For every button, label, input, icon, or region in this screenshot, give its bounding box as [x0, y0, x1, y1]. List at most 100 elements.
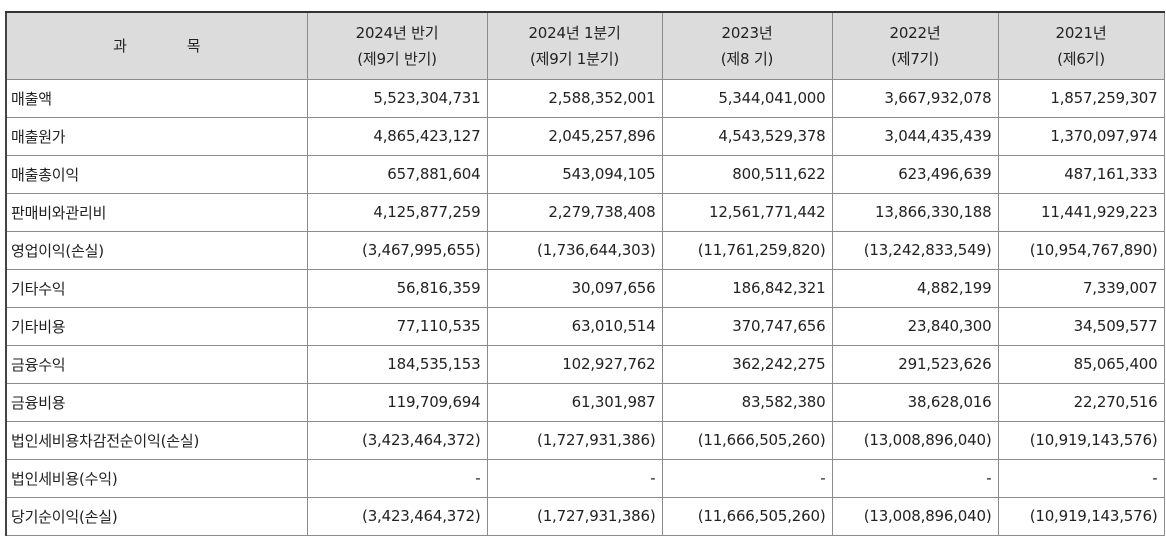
row-value: (11,666,505,260)	[661, 420, 833, 460]
row-label: 매출원가	[5, 116, 308, 156]
row-value: 119,709,694	[306, 382, 488, 422]
row-value: 623,496,639	[831, 154, 999, 194]
row-value: (13,008,896,040)	[831, 420, 999, 460]
row-value: 83,582,380	[661, 382, 833, 422]
row-value: 4,882,199	[831, 268, 999, 308]
row-value: (1,727,931,386)	[486, 496, 663, 536]
row-value: 85,065,400	[997, 344, 1165, 384]
table-row: 매출액 5,523,304,731 2,588,352,001 5,344,041,0…	[5, 78, 1165, 118]
row-label: 금융수익	[5, 344, 308, 384]
table-row: 영업이익(손실) (3,467,995,655) (1,736,644,303) (1…	[5, 230, 1165, 270]
row-value: 1,857,259,307	[997, 78, 1165, 118]
row-value: (13,242,833,549)	[831, 230, 999, 270]
row-value: (3,467,995,655)	[306, 230, 488, 270]
row-value: -	[831, 458, 999, 498]
table-row: 법인세비용차감전순이익(손실) (3,423,464,372) (1,727,931…	[5, 420, 1165, 460]
table-row: 매출총이익 657,881,604 543,094,105 800,511,622 62…	[5, 154, 1165, 194]
row-value: 2,279,738,408	[486, 192, 663, 232]
row-value: 3,667,932,078	[831, 78, 999, 118]
row-value: -	[997, 458, 1165, 498]
row-value: (10,919,143,576)	[997, 496, 1165, 536]
row-value: -	[306, 458, 488, 498]
table-row: 기타비용 77,110,535 63,010,514 370,747,656 23,84…	[5, 306, 1165, 346]
row-value: (13,008,896,040)	[831, 496, 999, 536]
row-value: 23,840,300	[831, 306, 999, 346]
period-term: (제8 기)	[720, 49, 774, 68]
row-value: 362,242,275	[661, 344, 833, 384]
row-label: 당기순이익(손실)	[5, 496, 308, 536]
row-value: 2,588,352,001	[486, 78, 663, 118]
period-year: 2024년 1분기	[528, 23, 621, 42]
period-year: 2021년	[1055, 23, 1107, 42]
table-row: 기타수익 56,816,359 30,097,656 186,842,321 4,882…	[5, 268, 1165, 308]
row-value: 5,344,041,000	[661, 78, 833, 118]
row-value: (1,727,931,386)	[486, 420, 663, 460]
row-label: 매출액	[5, 78, 308, 118]
header-period: 2021년 (제6기)	[997, 11, 1165, 80]
row-value: 370,747,656	[661, 306, 833, 346]
row-value: 5,523,304,731	[306, 78, 488, 118]
row-label: 매출총이익	[5, 154, 308, 194]
period-term: (제7기)	[891, 49, 939, 68]
row-value: 13,866,330,188	[831, 192, 999, 232]
row-value: 4,125,877,259	[306, 192, 488, 232]
row-value: 4,865,423,127	[306, 116, 488, 156]
row-value: 34,509,577	[997, 306, 1165, 346]
row-value: 800,511,622	[661, 154, 833, 194]
row-value: (11,761,259,820)	[661, 230, 833, 270]
row-value: 291,523,626	[831, 344, 999, 384]
row-value: 30,097,656	[486, 268, 663, 308]
row-value: 7,339,007	[997, 268, 1165, 308]
row-value: 657,881,604	[306, 154, 488, 194]
header-period: 2023년 (제8 기)	[661, 11, 833, 80]
period-term: (제9기 1분기)	[530, 49, 619, 68]
row-value: 184,535,153	[306, 344, 488, 384]
table-row: 판매비와관리비 4,125,877,259 2,279,738,408 12,561,…	[5, 192, 1165, 232]
row-value: 3,044,435,439	[831, 116, 999, 156]
period-year: 2022년	[889, 23, 941, 42]
row-value: 4,543,529,378	[661, 116, 833, 156]
row-value: 2,045,257,896	[486, 116, 663, 156]
row-value: 22,270,516	[997, 382, 1165, 422]
subject-char: 과	[113, 36, 127, 55]
period-year: 2024년 반기	[355, 23, 439, 42]
row-value: 12,561,771,442	[661, 192, 833, 232]
row-value: (10,954,767,890)	[997, 230, 1165, 270]
header-period: 2022년 (제7기)	[831, 11, 999, 80]
row-value: 38,628,016	[831, 382, 999, 422]
row-label: 판매비와관리비	[5, 192, 308, 232]
header-period: 2024년 반기 (제9기 반기)	[306, 11, 488, 80]
row-value: 11,441,929,223	[997, 192, 1165, 232]
row-label: 영업이익(손실)	[5, 230, 308, 270]
row-value: 487,161,333	[997, 154, 1165, 194]
row-value: (3,423,464,372)	[306, 496, 488, 536]
period-term: (제6기)	[1057, 49, 1105, 68]
table-row: 당기순이익(손실) (3,423,464,372) (1,727,931,386)(…	[5, 496, 1165, 536]
row-value: 61,301,987	[486, 382, 663, 422]
row-value: (3,423,464,372)	[306, 420, 488, 460]
subject-char: 목	[186, 36, 201, 55]
row-value: 186,842,321	[661, 268, 833, 308]
row-label: 기타비용	[5, 306, 308, 346]
table-row: 법인세비용(수익) - - - - -	[5, 458, 1165, 498]
table-row: 금융비용 119,709,694 61,301,987 83,582,380 38,62…	[5, 382, 1165, 422]
row-value: (1,736,644,303)	[486, 230, 663, 270]
header-period: 2024년 1분기 (제9기 1분기)	[486, 11, 663, 80]
row-label: 법인세비용(수익)	[5, 458, 308, 498]
row-value: 56,816,359	[306, 268, 488, 308]
row-label: 법인세비용차감전순이익(손실)	[5, 420, 308, 460]
row-value: -	[661, 458, 833, 498]
row-label: 금융비용	[5, 382, 308, 422]
row-value: (10,919,143,576)	[997, 420, 1165, 460]
table-row: 매출원가 4,865,423,127 2,045,257,896 4,543,529,…	[5, 116, 1165, 156]
period-year: 2023년	[721, 23, 773, 42]
row-value: (11,666,505,260)	[661, 496, 833, 536]
row-value: 102,927,762	[486, 344, 663, 384]
period-term: (제9기 반기)	[357, 49, 437, 68]
row-value: -	[486, 458, 663, 498]
row-value: 77,110,535	[306, 306, 488, 346]
row-label: 기타수익	[5, 268, 308, 308]
